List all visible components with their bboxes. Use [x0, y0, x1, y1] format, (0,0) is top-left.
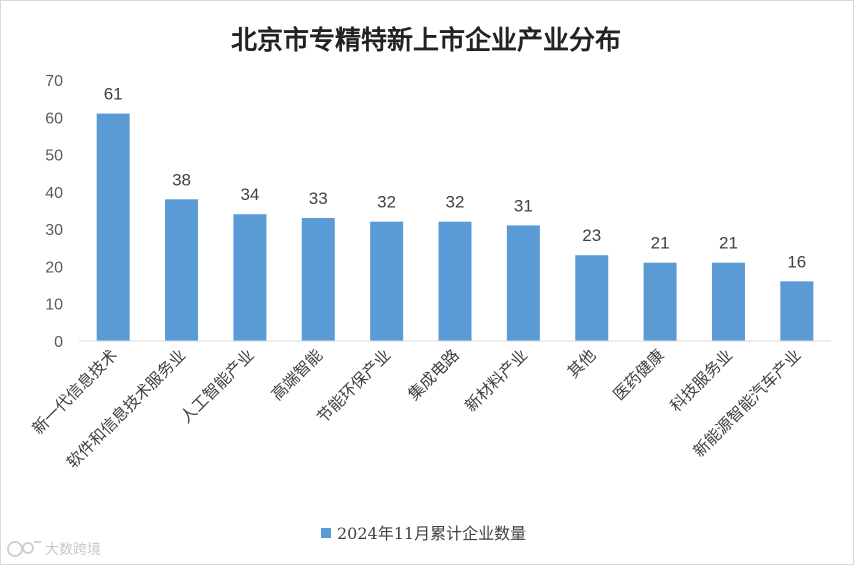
bar [438, 221, 472, 341]
y-tick-label: 60 [45, 110, 63, 127]
bar [165, 199, 199, 341]
y-tick-label: 50 [45, 148, 63, 165]
bar [780, 281, 814, 341]
data-label: 61 [104, 85, 123, 104]
y-tick-label: 0 [54, 334, 63, 351]
data-label: 23 [582, 226, 601, 245]
x-tick-label: 科技服务业 [666, 345, 736, 415]
data-label: 34 [240, 185, 259, 204]
watermark-logo-icon [7, 541, 41, 557]
y-axis: 0 10 20 30 40 50 60 70 [45, 73, 63, 351]
y-tick-label: 70 [45, 73, 63, 90]
x-tick-label: 医药健康 [609, 345, 668, 404]
y-tick-label: 20 [45, 259, 63, 276]
chart-title: 北京市专精特新上市企业产业分布 [231, 25, 621, 56]
bar [643, 262, 677, 341]
data-label: 33 [309, 189, 328, 208]
data-label: 16 [787, 252, 806, 271]
bar [506, 225, 540, 341]
data-label: 32 [377, 193, 396, 212]
x-tick-label: 新材料产业 [461, 345, 531, 415]
legend-swatch [321, 528, 331, 538]
y-tick-label: 40 [45, 185, 63, 202]
bar [575, 255, 609, 341]
x-tick-label: 集成电路 [404, 345, 463, 404]
bars [96, 113, 814, 341]
bar [711, 262, 745, 341]
watermark: 大数跨境 [7, 541, 101, 558]
data-label: 31 [514, 196, 533, 215]
data-labels: 61 38 34 33 32 32 31 23 21 21 16 [104, 85, 807, 272]
bar [233, 214, 267, 341]
bar [301, 217, 335, 341]
x-tick-label: 软件和信息技术服务业 [63, 345, 190, 472]
x-tick-label: 人工智能产业 [176, 345, 257, 426]
watermark-text: 大数跨境 [45, 542, 101, 558]
bar [96, 113, 130, 341]
legend: 2024年11月累计企业数量 [321, 524, 526, 543]
x-tick-label: 高端智能 [267, 345, 326, 404]
data-label: 32 [446, 193, 465, 212]
x-tick-label: 其他 [563, 345, 599, 381]
y-tick-label: 30 [45, 222, 63, 239]
y-tick-label: 10 [45, 297, 63, 314]
bar [370, 221, 404, 341]
data-label: 21 [651, 234, 670, 253]
data-label: 21 [719, 234, 738, 253]
legend-label: 2024年11月累计企业数量 [337, 524, 526, 543]
x-tick-label: 节能环保产业 [313, 345, 394, 426]
data-label: 38 [172, 170, 191, 189]
